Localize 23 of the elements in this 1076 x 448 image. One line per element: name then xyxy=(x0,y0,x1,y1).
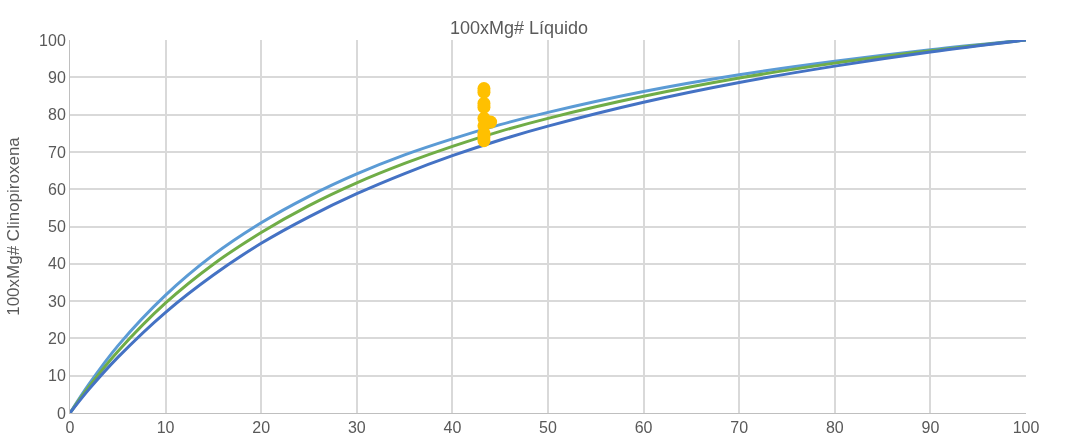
y-tick-label: 20 xyxy=(48,330,66,347)
x-tick-label: 50 xyxy=(539,419,557,437)
y-tick-label: 100 xyxy=(39,31,66,49)
y-axis-title: 100xMg# Clinopiroxena xyxy=(3,136,23,316)
y-tick-label: 10 xyxy=(48,367,66,385)
y-tick-label: 90 xyxy=(48,68,66,86)
x-tick-label: 10 xyxy=(156,419,175,437)
y-tick-label: 60 xyxy=(48,180,66,198)
x-tick-label: 20 xyxy=(252,419,271,437)
y-tick-label: 50 xyxy=(48,218,66,236)
x-tick-label: 70 xyxy=(730,419,749,437)
x-tick-label: 40 xyxy=(443,419,462,437)
y-tick-label: 40 xyxy=(48,255,66,273)
x-tick-label: 60 xyxy=(634,419,653,437)
x-tick-label: 90 xyxy=(921,419,940,437)
y-tick-label: 30 xyxy=(48,292,66,310)
x-tick-label: 100 xyxy=(1012,419,1040,437)
x-tick-label: 30 xyxy=(347,419,366,437)
x-axis-title: 100xMg# Líquido xyxy=(450,18,589,38)
x-tick-label: 80 xyxy=(825,419,844,437)
y-tick-label: 70 xyxy=(48,143,66,161)
y-tick-label: 0 xyxy=(56,404,66,422)
y-tick-label: 80 xyxy=(48,106,66,124)
